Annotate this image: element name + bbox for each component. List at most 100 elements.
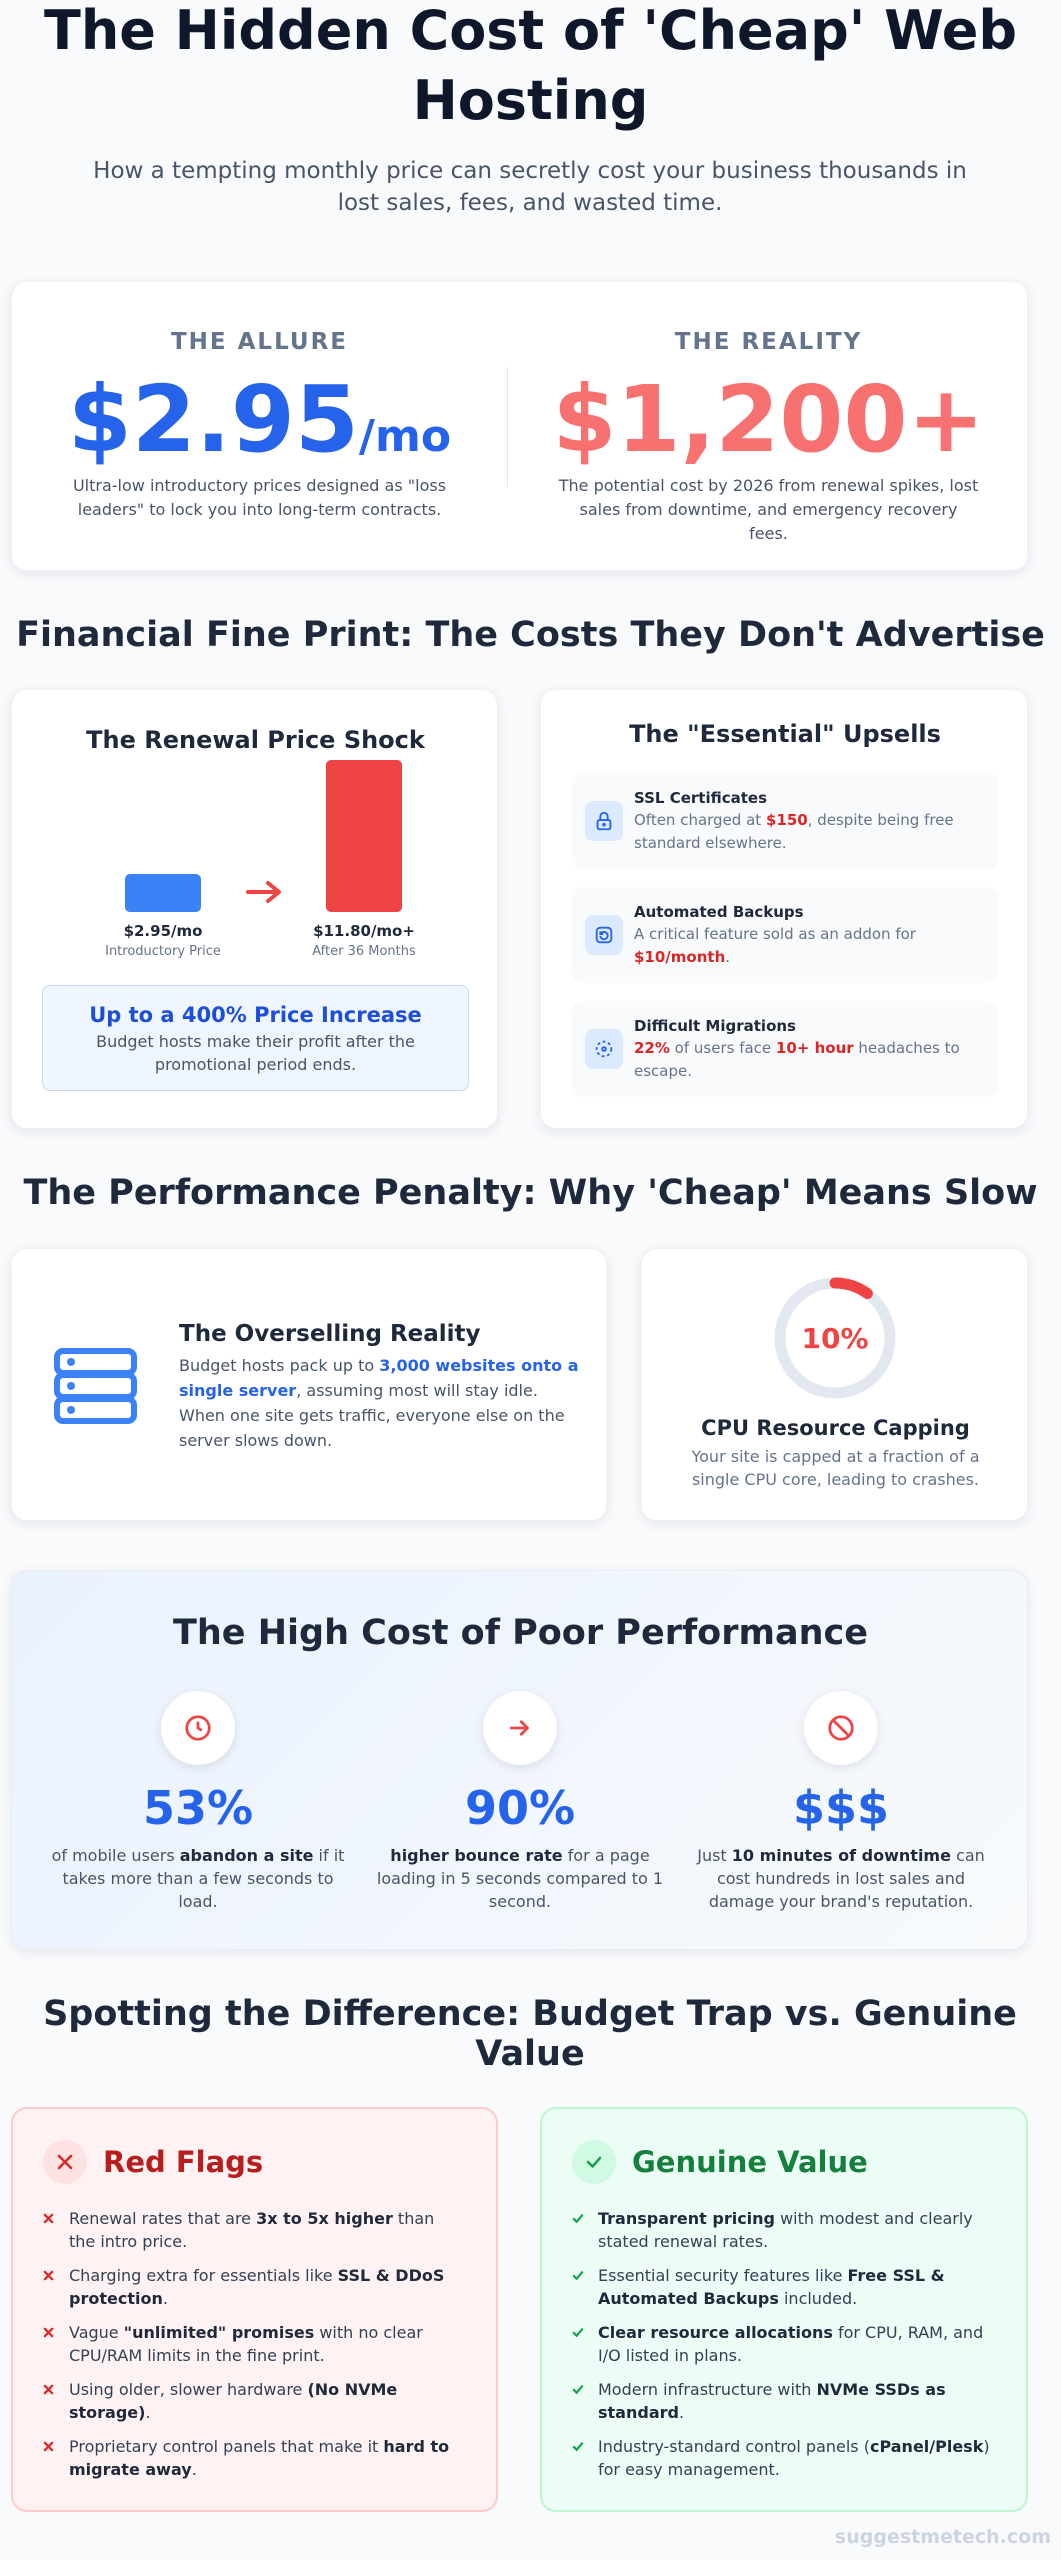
text-run: 10+ hour — [775, 1039, 854, 1057]
text-run: than the intro price. — [69, 2209, 435, 2251]
bar — [125, 874, 201, 912]
text-run: hard to migrate away — [69, 2437, 450, 2479]
red-flags-card: Red Flags Renewal rates that are 3x to 5… — [11, 2107, 498, 2512]
callout: Up to a 400% Price Increase Budget hosts… — [42, 985, 469, 1091]
text-run: Vague — [69, 2323, 124, 2342]
description: Ultra-low introductory prices designed a… — [72, 476, 447, 519]
text-run: Free SSL & Automated Backups — [598, 2266, 945, 2308]
overselling-card: The Overselling Reality Budget hosts pac… — [11, 1248, 607, 1521]
text-run: abandon a site — [179, 1846, 314, 1865]
list-item: Transparent pricing with modest and clea… — [572, 2207, 992, 2253]
red-flags-list: Renewal rates that are 3x to 5x higher t… — [43, 2207, 463, 2492]
card-text: Your site is capped at a fraction of a s… — [691, 1447, 980, 1489]
upsell-item: SSL Certificates Often charged at $150, d… — [572, 773, 998, 869]
text-run: headaches to escape. — [634, 1039, 960, 1080]
text-run: 10 minutes of downtime — [731, 1846, 951, 1865]
text-run: (No NVMe storage) — [69, 2380, 398, 2422]
upsell-desc: 22% of users face 10+ hour headaches to … — [634, 1037, 989, 1083]
upsell-item: Automated Backups A critical feature sold… — [572, 887, 998, 983]
text-run: Proprietary control panels that make it — [69, 2437, 384, 2456]
card-title: The Renewal Price Shock — [86, 726, 425, 754]
text-run: Often charged at — [634, 811, 766, 829]
stat-text: Just 10 minutes of downtime can cost hun… — [691, 1844, 991, 1913]
genuine-list: Transparent pricing with modest and clea… — [572, 2207, 992, 2492]
gauge-arc — [774, 1277, 896, 1399]
divider — [507, 367, 508, 487]
text-run: . — [191, 2460, 197, 2479]
price-value: $2.95 — [67, 366, 359, 473]
list-item: Proprietary control panels that make it … — [43, 2435, 463, 2481]
upsell-text: SSL Certificates Often charged at $150, d… — [634, 787, 989, 855]
label: THE REALITY — [674, 329, 863, 355]
text-run: of users face — [669, 1039, 776, 1057]
stat-icon — [483, 1691, 557, 1765]
text-run: included. — [778, 2289, 858, 2308]
text-run: ) for easy management. — [598, 2437, 990, 2479]
text-run: NVMe SSDs as standard — [598, 2380, 946, 2422]
description: The potential cost by 2026 from renewal … — [558, 476, 979, 543]
upsell-title: Automated Backups — [634, 903, 804, 921]
callout-text: Budget hosts make their profit after the… — [96, 1032, 415, 1074]
stat-value: 53% — [142, 1781, 254, 1835]
text-run: higher bounce rate — [390, 1846, 563, 1865]
text-run: , despite being free standard elsewhere. — [634, 811, 954, 852]
allure-reality-card: THE ALLURE $2.95/mo Ultra-low introducto… — [11, 281, 1028, 571]
upsell-text: Difficult Migrations 22% of users face 10… — [634, 1015, 989, 1083]
arrow — [246, 881, 281, 903]
reality: THE REALITY $1,200+ The potential cost b… — [508, 282, 1029, 572]
list-item: Renewal rates that are 3x to 5x higher t… — [43, 2207, 463, 2253]
gauge: 10% — [774, 1277, 896, 1399]
renewal-card: The Renewal Price Shock $2.95/mo Introduc… — [11, 689, 498, 1129]
list-item: Clear resource allocations for CPU, RAM,… — [572, 2321, 992, 2367]
upsells-card: The "Essential" Upsells SSL Certificates… — [540, 689, 1028, 1129]
text-run: Clear resource allocations — [598, 2323, 833, 2342]
footer: suggestmetech.com — [834, 2526, 1051, 2548]
label: THE ALLURE — [170, 329, 349, 355]
upsell-desc: A critical feature sold as an addon for … — [634, 923, 989, 969]
check-icon — [572, 2140, 616, 2184]
text-run: "unlimited" promises — [123, 2323, 315, 2342]
upsell-desc: Often charged at $150, despite being fre… — [634, 809, 989, 855]
text-run: Modern infrastructure with — [598, 2380, 817, 2399]
text-run: Industry-standard control panels ( — [598, 2437, 870, 2456]
text-run: cPanel/Plesk — [869, 2437, 984, 2456]
text-run: . — [145, 2403, 151, 2422]
genuine-card: Genuine Value Transparent pricing with m… — [540, 2107, 1028, 2512]
upsell-item: Difficult Migrations 22% of users face 10… — [572, 1001, 998, 1097]
text-run: SSL & DDoS protection — [69, 2266, 445, 2308]
text-run: Charging extra for essentials like — [69, 2266, 338, 2285]
upsell-icon — [585, 915, 623, 955]
card-title: Genuine Value — [632, 2145, 868, 2179]
price: $2.95/mo — [12, 370, 507, 496]
stat-value: 90% — [464, 1781, 576, 1835]
text-run: if it takes more than a few seconds to l… — [62, 1846, 345, 1911]
text-run: for a page loading in 5 seconds compared… — [376, 1846, 664, 1911]
text-run: for CPU, RAM, and I/O listed in plans. — [598, 2323, 984, 2365]
section-heading: The Performance Penalty: Why 'Cheap' Mea… — [23, 1173, 1038, 1213]
stat: $$$ Just 10 minutes of downtime can cost … — [691, 1691, 991, 1913]
text-run: of mobile users — [51, 1846, 180, 1865]
gauge-label: 10% — [801, 1322, 868, 1355]
text-run: $10/month — [634, 948, 726, 966]
bar-caption: After 36 Months — [312, 944, 416, 959]
stat: 90% higher bounce rate for a page loading… — [370, 1691, 670, 1913]
bar-caption: Introductory Price — [105, 944, 221, 959]
upsell-text: Automated Backups A critical feature sold… — [634, 901, 989, 969]
text-run: Transparent pricing — [598, 2209, 775, 2228]
text-run: Budget hosts pack up to — [179, 1356, 380, 1375]
text-run: can cost hundreds in lost sales and dama… — [708, 1846, 985, 1911]
list-item: Vague "unlimited" promises with no clear… — [43, 2321, 463, 2367]
text-run: . — [162, 2289, 168, 2308]
text-run: Using older, slower hardware — [69, 2380, 308, 2399]
bar-label: $2.95/mo — [124, 922, 203, 940]
text-run: 22% — [634, 1039, 670, 1057]
upsell-title: SSL Certificates — [634, 789, 768, 807]
text-run: with no clear CPU/RAM limits in the fine… — [69, 2323, 423, 2365]
text-run: Just — [697, 1846, 732, 1865]
list-item: Industry-standard control panels (cPanel… — [572, 2435, 992, 2481]
subtitle: How a tempting monthly price can secretl… — [93, 158, 967, 216]
impact-panel: The High Cost of Poor Performance 53% of … — [11, 1570, 1028, 1950]
text-run: 3,000 websites onto a single server — [179, 1356, 579, 1400]
card-title: The "Essential" Upsells — [629, 720, 941, 748]
capping-card: 10% CPU Resource Capping Your site is ca… — [641, 1248, 1028, 1521]
